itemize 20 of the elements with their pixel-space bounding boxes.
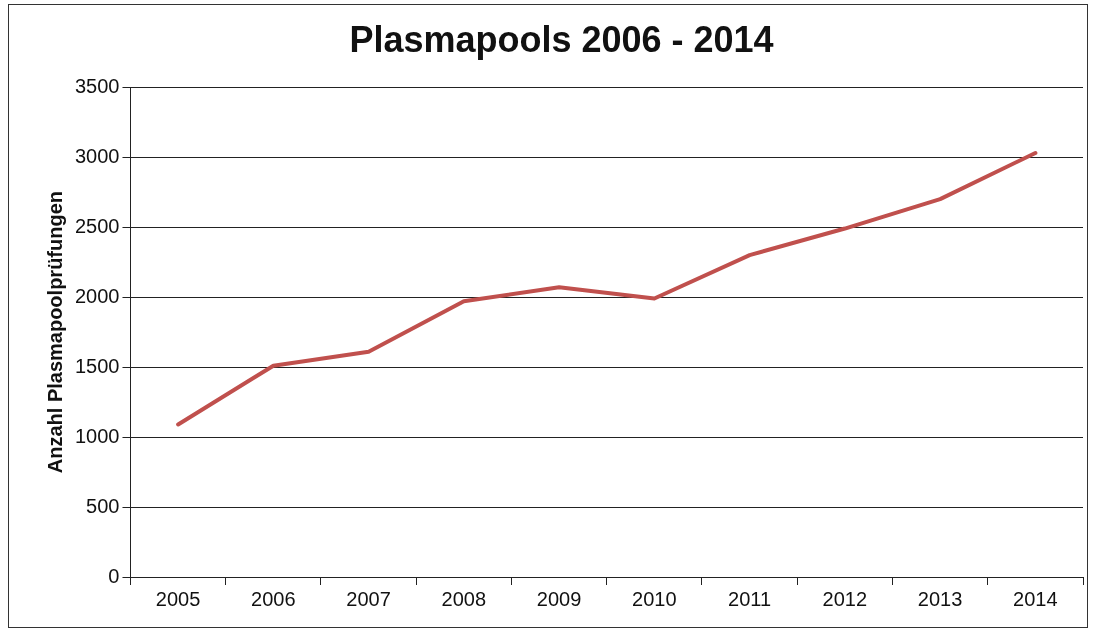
x-tick-label: 2005 [155,587,201,610]
x-tick-label: 2014 [1013,587,1058,610]
y-tick-label: 500 [86,494,120,517]
x-tick-label: 2013 [917,587,963,610]
y-tick-label: 0 [108,564,120,587]
x-tick-label: 2010 [632,587,677,610]
y-tick-label: 3000 [74,144,120,167]
x-tick-label: 2007 [346,587,391,610]
y-axis-title: Anzahl Plasmapoolprüfungen [43,190,66,474]
x-tick-label: 2012 [822,587,868,610]
chart-title: Plasmapools 2006 - 2014 [349,18,774,60]
x-tick-label: 2009 [536,587,582,610]
x-tick-label: 2006 [251,587,296,610]
y-tick-label: 2500 [74,214,120,237]
y-tick-label: 1500 [74,354,120,377]
y-tick-label: 2000 [74,284,120,307]
y-tick-label: 1000 [74,424,120,447]
x-tick-label: 2011 [728,587,772,610]
x-tick-label: 2008 [441,587,487,610]
y-tick-label: 3500 [74,74,120,97]
